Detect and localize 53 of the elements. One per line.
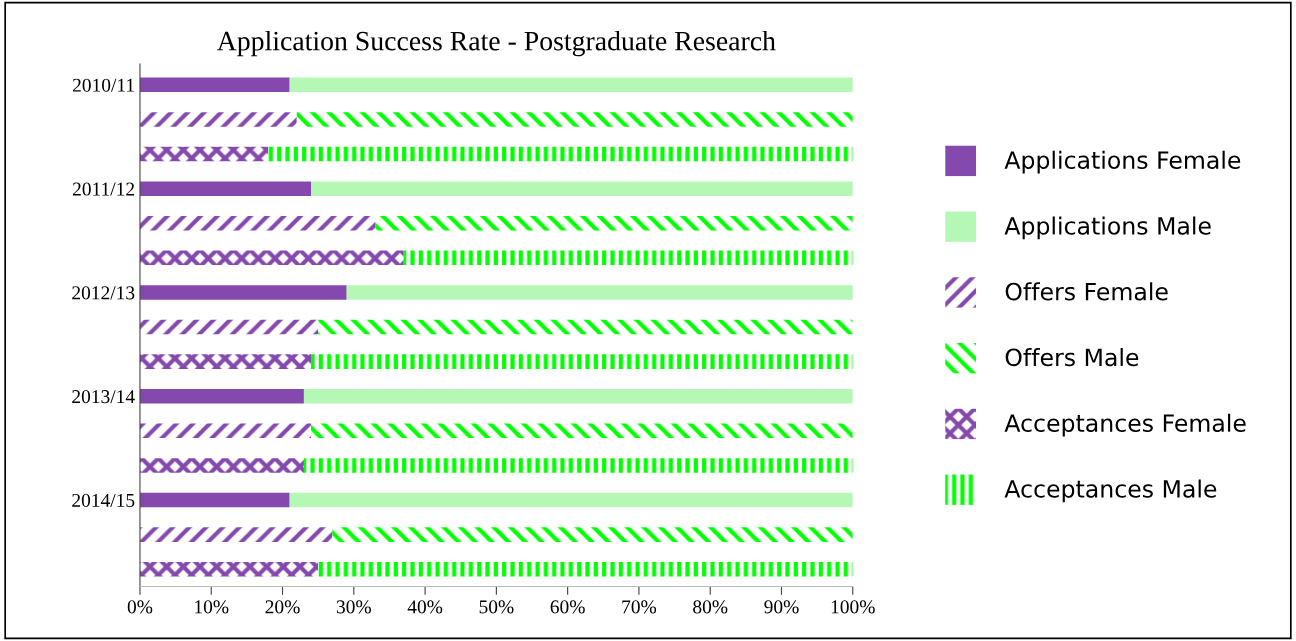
bar	[289, 77, 853, 93]
legend-label: Offers Male	[1005, 347, 1139, 367]
chart-title: Application Success Rate - Postgraduate Research	[217, 30, 776, 57]
bar	[318, 561, 853, 577]
legend-label: Applications Male	[1004, 216, 1211, 240]
bar	[139, 423, 312, 439]
bar	[139, 561, 319, 577]
bar	[139, 77, 290, 93]
bar	[139, 492, 290, 508]
bar	[318, 319, 853, 335]
y-tick-label: 2013/14	[72, 390, 135, 404]
legend-label: Acceptances Male	[1004, 479, 1217, 503]
x-tick-label: 90%	[764, 600, 799, 614]
bar	[296, 112, 853, 127]
bar	[139, 181, 312, 196]
bar	[139, 458, 304, 473]
bar	[303, 458, 853, 473]
bar	[403, 250, 853, 266]
bar	[375, 215, 853, 231]
y-tick-label: 2012/13	[72, 286, 135, 300]
y-tick-label: 2011/12	[72, 182, 135, 196]
bar	[139, 527, 333, 542]
bar	[139, 250, 404, 266]
bar	[311, 181, 853, 196]
legend-label: Offers Female	[1005, 282, 1168, 301]
x-tick-label: 40%	[407, 600, 443, 614]
bar	[332, 527, 853, 542]
bar	[303, 388, 853, 404]
x-tick-label: 0%	[127, 600, 153, 614]
x-tick-label: 60%	[550, 600, 585, 614]
y-tick-label: 2010/11	[72, 78, 134, 92]
legend-label: Acceptances Female	[1004, 413, 1246, 437]
x-tick-label: 10%	[195, 600, 229, 614]
bar	[268, 146, 853, 162]
x-tick-label: 80%	[693, 600, 728, 614]
bar	[139, 354, 312, 369]
y-tick-label: 2014/15	[72, 493, 135, 507]
bar	[139, 146, 269, 162]
bar	[139, 388, 304, 404]
bar	[139, 215, 376, 231]
x-tick-label: 50%	[479, 600, 514, 614]
bar	[311, 354, 853, 369]
bar	[139, 285, 347, 300]
bar	[289, 492, 853, 508]
x-tick-label: 20%	[265, 600, 300, 614]
bar	[311, 423, 853, 439]
x-tick-label: 100%	[831, 600, 875, 614]
x-tick-label: 30%	[336, 600, 371, 614]
legend-label: Applications Female	[1004, 150, 1241, 174]
x-tick-label: 70%	[622, 600, 657, 614]
bar	[139, 112, 297, 127]
bar	[139, 319, 319, 335]
bar	[346, 285, 853, 300]
